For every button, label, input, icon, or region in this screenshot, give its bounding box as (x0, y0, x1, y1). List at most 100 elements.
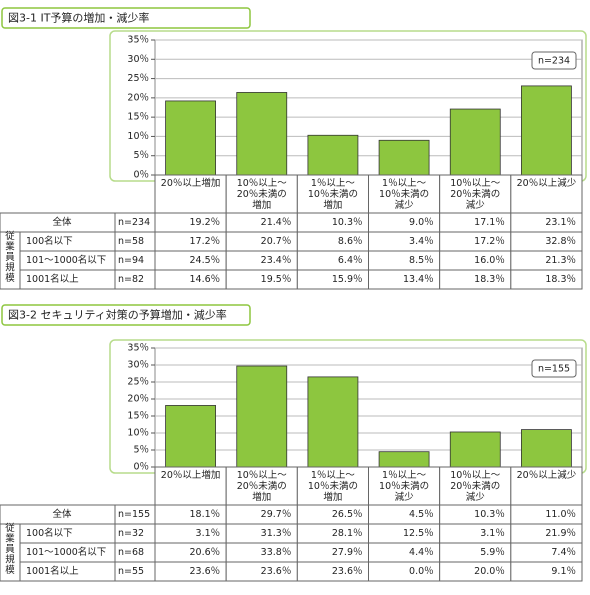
value-label: 10.3％ (332, 217, 363, 228)
value-label: 4.4％ (409, 547, 434, 558)
y-tick-label: 15％ (127, 411, 149, 422)
y-tick-label: 30％ (127, 54, 149, 65)
bar (521, 429, 572, 468)
title-box (1, 304, 251, 326)
row-n: n=94 (118, 255, 144, 266)
y-tick-label: 25％ (127, 73, 149, 84)
n-label: n=155 (538, 364, 570, 375)
category-cell (510, 174, 583, 214)
value-label: 3.1％ (480, 528, 505, 539)
plot-area (154, 39, 583, 176)
group-label: 従業員規模 (5, 230, 15, 284)
value-label: 27.9％ (332, 547, 363, 558)
y-tick-label: 5％ (133, 150, 149, 161)
category-cell (510, 466, 583, 506)
value-label: 7.4％ (551, 547, 576, 558)
category-label: 1％以上～ 10％未満の減少 (379, 470, 429, 503)
value-label: 20.0％ (474, 566, 505, 577)
value-label: 8.5％ (409, 255, 434, 266)
bar (236, 92, 288, 176)
value-label: 21.3％ (545, 255, 576, 266)
value-label: 6.4％ (338, 255, 363, 266)
category-label: 10％以上～ 20％未満の増加 (237, 470, 288, 503)
bar (378, 139, 430, 176)
value-label: 17.2％ (190, 236, 221, 247)
bar (449, 108, 501, 176)
plot-area (154, 347, 583, 468)
group-cell (0, 231, 21, 290)
row-label: 101～1000名以下 (26, 546, 106, 558)
value-label: 23.1％ (545, 217, 576, 228)
category-cell (154, 466, 227, 506)
category-label: 10％以上～ 20％未満の増加 (237, 178, 288, 211)
value-label: 19.5％ (261, 274, 292, 285)
value-label: 15.9％ (332, 274, 363, 285)
value-label: 16.0％ (474, 255, 505, 266)
row-n: n=32 (118, 528, 144, 539)
row-n: n=68 (118, 547, 144, 558)
category-label: 1％以上～ 10％未満の増加 (308, 470, 358, 503)
value-label: 17.2％ (474, 236, 505, 247)
bar (236, 365, 288, 468)
chart-title: 図3-2 セキュリティ対策の予算増加・減少率 (8, 308, 227, 322)
y-tick-label: 10％ (127, 428, 149, 439)
category-label: 10％以上～ 20％未満の減少 (450, 178, 501, 211)
bar (521, 85, 572, 176)
row-label: 1001名以上 (26, 565, 79, 577)
value-label: 18.1％ (190, 509, 221, 520)
value-label: 19.2％ (190, 217, 221, 228)
n-label: n=234 (538, 56, 570, 67)
y-tick-label: 5％ (133, 445, 149, 456)
category-cell (439, 466, 512, 506)
y-tick-label: 15％ (127, 112, 149, 123)
value-label: 4.5％ (409, 509, 434, 520)
value-label: 18.3％ (474, 274, 505, 285)
value-label: 26.5％ (332, 509, 363, 520)
row-n: n=155 (118, 509, 150, 520)
chart-title: 図3-1 IT予算の増加・減少率 (8, 11, 149, 25)
value-label: 12.5％ (403, 528, 434, 539)
n-box (531, 359, 577, 378)
y-tick-label: 35％ (127, 35, 149, 46)
bar (307, 376, 359, 468)
row-label: 全体 (52, 216, 72, 228)
value-label: 24.5％ (190, 255, 221, 266)
row-label: 1001名以上 (26, 273, 79, 285)
value-label: 28.1％ (332, 528, 363, 539)
y-tick-label: 20％ (127, 92, 149, 103)
row-label: 100名以下 (26, 235, 73, 247)
row-label: 全体 (52, 508, 72, 520)
value-label: 17.1％ (474, 217, 505, 228)
value-label: 13.4％ (403, 274, 434, 285)
category-label: 20％以上減少 (517, 469, 577, 481)
n-box (531, 51, 577, 70)
group-cell (0, 523, 21, 582)
value-label: 23.4％ (261, 255, 292, 266)
value-label: 23.6％ (261, 566, 292, 577)
value-label: 9.0％ (409, 217, 434, 228)
value-label: 20.6％ (190, 547, 221, 558)
category-label: 1％以上～ 10％未満の増加 (308, 178, 358, 211)
category-label: 1％以上～ 10％未満の減少 (379, 178, 429, 211)
value-label: 3.1％ (196, 528, 221, 539)
y-tick-label: 30％ (127, 360, 149, 371)
bar (165, 405, 216, 468)
y-tick-label: 25％ (127, 377, 149, 388)
title-box (1, 7, 251, 29)
value-label: 18.3％ (545, 274, 576, 285)
value-cell (510, 269, 583, 290)
bar (378, 451, 430, 468)
value-label: 3.4％ (409, 236, 434, 247)
category-label: 20％以上増加 (161, 177, 221, 189)
value-label: 20.7％ (261, 236, 292, 247)
value-label: 21.4％ (261, 217, 292, 228)
value-label: 32.8％ (545, 236, 576, 247)
y-tick-label: 0％ (133, 462, 149, 473)
value-label: 21.9％ (545, 528, 576, 539)
category-label: 20％以上増加 (161, 469, 221, 481)
row-label: 101～1000名以下 (26, 254, 106, 266)
y-tick-label: 35％ (127, 343, 149, 354)
y-tick-label: 0％ (133, 170, 149, 181)
value-label: 29.7％ (261, 509, 292, 520)
